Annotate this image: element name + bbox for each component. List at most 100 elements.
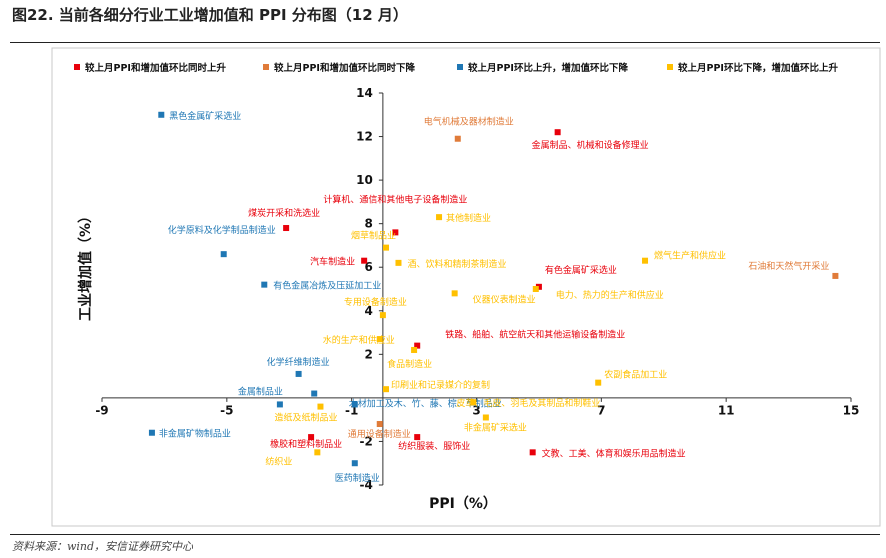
data-point [529, 449, 536, 456]
figure-title: 图22. 当前各细分行业工业增加值和 PPI 分布图（12 月） [12, 6, 408, 24]
data-point [470, 399, 477, 406]
x-tick-label: 7 [597, 404, 605, 418]
data-point-label: 金属制品业 [238, 385, 283, 397]
data-point [379, 312, 386, 319]
data-point-label: 铁路、船舶、航空航天和其他运输设备制造业 [445, 329, 625, 341]
data-point [158, 111, 165, 118]
data-point-label: 专用设备制造业 [344, 296, 407, 308]
data-point [376, 336, 383, 343]
data-point [361, 257, 368, 264]
legend-label: 较上月PPI和增加值环比同时上升 [85, 62, 226, 74]
data-point-label: 有色金属矿采选业 [545, 264, 617, 276]
data-point [642, 257, 649, 264]
data-point-label: 有色金属冶炼及压延加工业 [273, 280, 381, 292]
data-point [148, 429, 155, 436]
data-point-label: 水的生产和供应业 [323, 334, 395, 346]
legend-item: 较上月PPI环比上升，增加值环比下降 [457, 62, 628, 74]
data-point [414, 342, 421, 349]
data-point-label: 木材加工及木、竹、藤、棕、草制品业 [349, 397, 502, 409]
data-point [392, 229, 399, 236]
legend-item: 较上月PPI和增加值环比同时上升 [74, 62, 226, 74]
data-point-label: 黑色金属矿采选业 [169, 110, 241, 122]
data-point [595, 379, 602, 386]
data-point [451, 290, 458, 297]
data-point [832, 272, 839, 279]
y-tick-label: 10 [356, 173, 373, 187]
data-point-label: 燃气生产和供应业 [654, 250, 726, 262]
data-point [376, 421, 383, 428]
data-point-label: 橡胶和塑料制品业 [270, 438, 342, 450]
legend-swatch [457, 64, 463, 70]
legend-label: 较上月PPI和增加值环比同时下降 [274, 62, 415, 74]
data-point-label: 其他制造业 [446, 212, 491, 224]
data-point-label: 化学原料及化学制品制造业 [168, 224, 276, 236]
y-tick-label: -4 [360, 478, 373, 492]
legend-item: 较上月PPI和增加值环比同时下降 [263, 62, 415, 74]
data-point [411, 346, 418, 353]
y-tick-label: 4 [365, 304, 373, 318]
data-point-label: 医药制造业 [335, 472, 380, 484]
y-tick-label: 6 [365, 260, 373, 274]
data-point [554, 129, 561, 136]
data-point-label: 金属制品、机械和设备修理业 [532, 139, 649, 151]
data-point [414, 434, 421, 441]
x-tick-label: -5 [220, 404, 233, 418]
data-point-label: 化学纤维制造业 [267, 356, 330, 368]
data-point [532, 286, 539, 292]
data-point [351, 460, 358, 467]
legend: 较上月PPI和增加值环比同时上升 较上月PPI和增加值环比同时下降 较上月PPI环比… [74, 62, 838, 74]
data-point-label: 食品制造业 [387, 358, 432, 370]
data-point-label: 仪器仪表制造业 [473, 293, 536, 305]
data-point [482, 414, 489, 421]
data-point-label: 石油和天然气开采业 [748, 260, 829, 272]
y-tick-label: 14 [356, 86, 373, 100]
data-point-label: 烟草制品业 [351, 230, 396, 242]
data-point [314, 449, 321, 456]
data-point [308, 434, 315, 441]
data-point [454, 135, 461, 142]
data-point-label: 纺织服装、服饰业 [398, 440, 470, 452]
data-point [436, 214, 443, 221]
legend-label: 较上月PPI环比下降，增加值环比上升 [678, 62, 838, 74]
data-point-label: 通用设备制造业 [348, 428, 411, 440]
top-rule [10, 42, 880, 43]
data-point-label: 酒、饮料和精制茶制造业 [407, 258, 506, 270]
data-point-label: 皮革、毛皮、羽毛及其制品和制鞋业 [456, 397, 600, 409]
data-point-label: 汽车制造业 [310, 256, 355, 268]
y-axis-title: 工业增加值（%） [77, 209, 94, 321]
y-tick-label: 12 [356, 130, 373, 144]
data-point-label: 电气机械及器材制造业 [424, 116, 514, 128]
data-point-label: 煤炭开采和洗选业 [248, 207, 320, 219]
data-point [220, 251, 227, 258]
y-tick-label: -2 [360, 434, 373, 448]
data-point [382, 386, 389, 393]
data-points: 金属制品、机械和设备修理业计算机、通信和其他电子设备制造业煤炭开采和洗选业汽车制… [148, 110, 839, 484]
x-tick-label: 3 [472, 404, 480, 418]
source-note: 资料来源：wind，安信证券研究中心 [12, 540, 194, 553]
data-point-label: 农副食品加工业 [604, 369, 667, 381]
data-point [395, 259, 402, 266]
data-point [311, 390, 318, 397]
legend-label: 较上月PPI环比上升，增加值环比下降 [468, 62, 628, 74]
x-tick-label: 11 [718, 404, 735, 418]
data-point-label: 非金属矿采选业 [464, 421, 527, 433]
data-point-label: 造纸及纸制品业 [274, 412, 337, 424]
data-point-label: 非金属矿物制品业 [159, 428, 231, 440]
y-tick-label: 2 [365, 347, 373, 361]
y-tick-label: 8 [365, 217, 373, 231]
x-tick-label: -9 [95, 404, 108, 418]
data-point [382, 244, 389, 251]
data-point-label: 计算机、通信和其他电子设备制造业 [323, 193, 467, 205]
data-point [351, 401, 358, 408]
data-point-label: 电力、热力的生产和供应业 [556, 289, 664, 301]
data-point-label: 文教、工美、体育和娱乐用品制造业 [542, 447, 686, 459]
x-axis-title: PPI（%） [429, 496, 497, 512]
legend-swatch [263, 64, 269, 70]
data-point [535, 283, 542, 290]
legend-swatch [667, 64, 673, 70]
data-point [295, 370, 302, 377]
legend-item: 较上月PPI环比下降，增加值环比上升 [667, 62, 838, 74]
data-point-label: 印刷业和记录媒介的复制 [391, 379, 490, 391]
legend-swatch [74, 64, 80, 70]
